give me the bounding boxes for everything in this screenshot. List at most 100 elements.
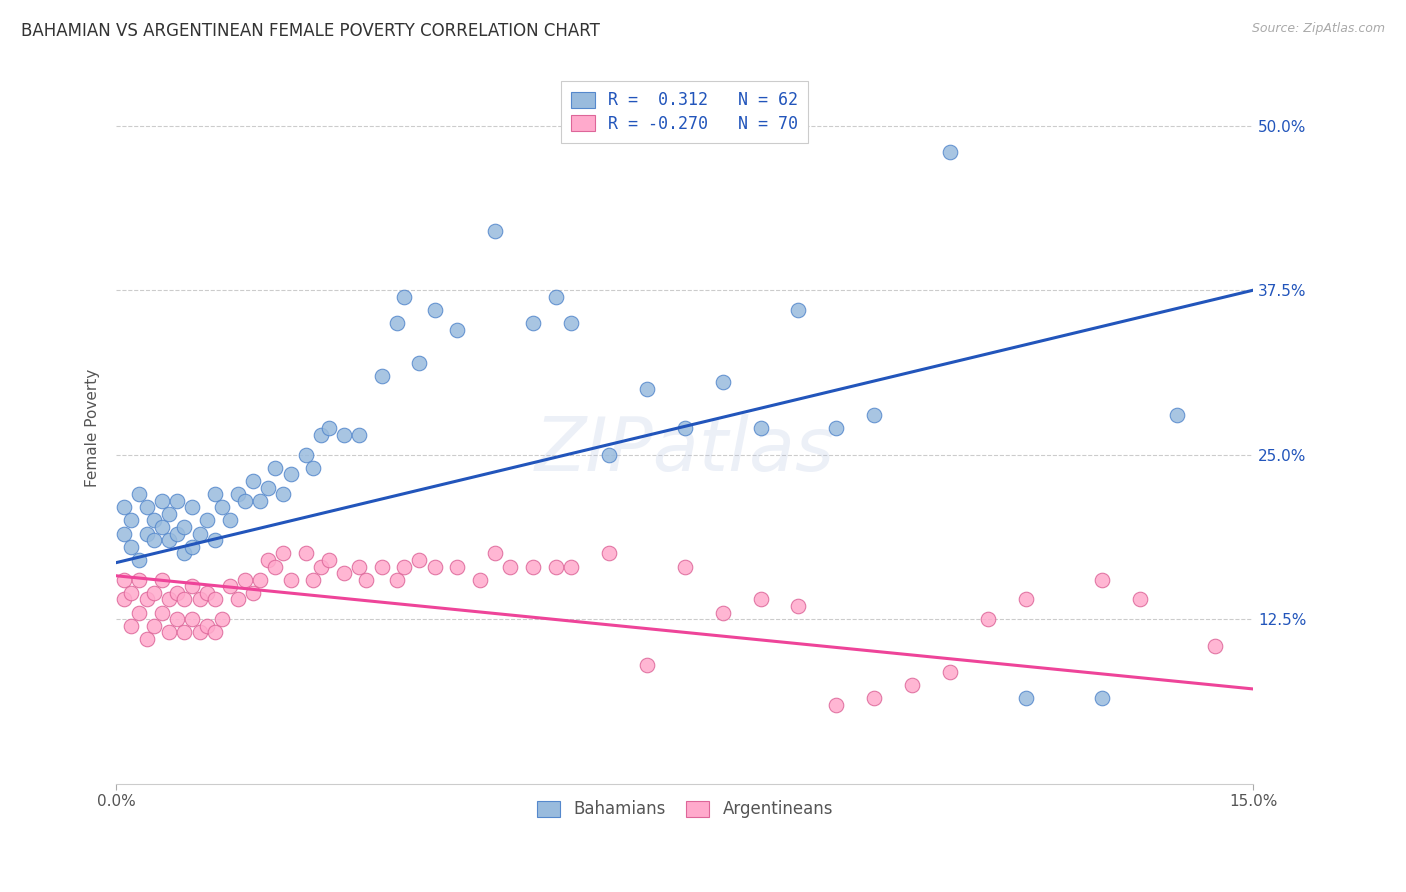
Point [120, 514, 142, 528]
Point [150, 573, 173, 587]
Point [143, 586, 166, 600]
Point [128, 487, 150, 501]
Point [332, 566, 354, 581]
Point [280, 467, 302, 482]
Point [370, 559, 392, 574]
Point [143, 533, 166, 548]
Point [204, 533, 226, 548]
Point [181, 579, 204, 593]
Point [188, 592, 211, 607]
Point [166, 526, 188, 541]
Point [120, 586, 142, 600]
Point [1204, 639, 1226, 653]
Point [112, 592, 135, 607]
Point [135, 500, 157, 515]
Point [522, 316, 544, 330]
Point [157, 625, 180, 640]
Point [233, 493, 256, 508]
Point [128, 553, 150, 567]
Point [825, 698, 848, 712]
Point [135, 592, 157, 607]
Point [673, 421, 696, 435]
Point [195, 514, 218, 528]
Point [257, 481, 280, 495]
Point [181, 540, 204, 554]
Point [204, 625, 226, 640]
Point [977, 612, 1000, 626]
Point [135, 526, 157, 541]
Legend: Bahamians, Argentineans: Bahamians, Argentineans [530, 794, 839, 825]
Point [188, 526, 211, 541]
Point [143, 619, 166, 633]
Point [249, 573, 271, 587]
Point [188, 625, 211, 640]
Point [143, 514, 166, 528]
Point [385, 573, 408, 587]
Point [173, 546, 195, 560]
Point [309, 559, 332, 574]
Point [408, 553, 430, 567]
Point [901, 678, 924, 692]
Point [468, 573, 491, 587]
Point [271, 546, 294, 560]
Point [544, 559, 567, 574]
Point [181, 500, 204, 515]
Point [1015, 691, 1038, 706]
Point [560, 559, 582, 574]
Point [157, 592, 180, 607]
Point [1091, 573, 1114, 587]
Point [1166, 408, 1188, 422]
Point [939, 665, 962, 679]
Point [150, 493, 173, 508]
Point [636, 658, 658, 673]
Point [150, 606, 173, 620]
Point [173, 625, 195, 640]
Point [195, 586, 218, 600]
Point [219, 514, 242, 528]
Point [257, 553, 280, 567]
Point [157, 533, 180, 548]
Point [423, 302, 446, 317]
Point [394, 559, 416, 574]
Point [347, 428, 370, 442]
Text: BAHAMIAN VS ARGENTINEAN FEMALE POVERTY CORRELATION CHART: BAHAMIAN VS ARGENTINEAN FEMALE POVERTY C… [21, 22, 600, 40]
Point [863, 408, 886, 422]
Point [408, 355, 430, 369]
Point [249, 493, 271, 508]
Point [394, 290, 416, 304]
Point [173, 520, 195, 534]
Point [423, 559, 446, 574]
Point [128, 606, 150, 620]
Point [112, 573, 135, 587]
Point [294, 546, 316, 560]
Point [446, 323, 468, 337]
Point [499, 559, 522, 574]
Point [242, 586, 264, 600]
Point [302, 573, 325, 587]
Point [356, 573, 378, 587]
Point [347, 559, 370, 574]
Point [787, 302, 810, 317]
Point [309, 428, 332, 442]
Text: Source: ZipAtlas.com: Source: ZipAtlas.com [1251, 22, 1385, 36]
Point [560, 316, 582, 330]
Point [1015, 592, 1038, 607]
Y-axis label: Female Poverty: Female Poverty [86, 369, 100, 488]
Text: ZIPatlas: ZIPatlas [534, 414, 835, 485]
Point [173, 592, 195, 607]
Point [787, 599, 810, 613]
Point [166, 612, 188, 626]
Point [825, 421, 848, 435]
Point [166, 586, 188, 600]
Point [673, 559, 696, 574]
Point [318, 553, 340, 567]
Point [280, 573, 302, 587]
Point [242, 474, 264, 488]
Point [150, 520, 173, 534]
Point [211, 612, 233, 626]
Point [219, 579, 242, 593]
Point [264, 460, 287, 475]
Point [749, 421, 772, 435]
Point [302, 460, 325, 475]
Point [370, 368, 392, 383]
